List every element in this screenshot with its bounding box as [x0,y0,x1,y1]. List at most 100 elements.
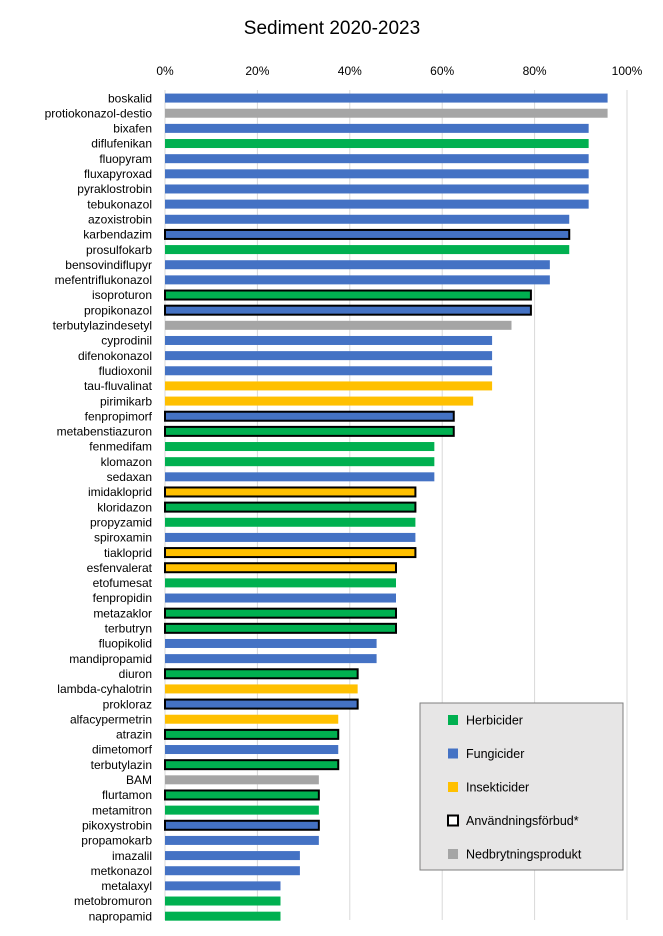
category-label: kloridazon [97,500,152,514]
category-label: bixafen [113,122,152,136]
category-label: metamitron [92,803,152,817]
bar-protiokonazol-destio [165,108,608,118]
bar-imazalil [165,851,300,861]
bar-fluopikolid [165,638,377,648]
bar-metkonazol [165,866,300,876]
category-label: metazaklor [93,606,152,620]
category-label: fenmedifam [89,440,152,454]
legend-swatch-fung [448,748,458,759]
category-label: fenpropimorf [85,409,153,423]
bar-diuron [164,668,359,680]
category-label: alfacypermetrin [70,712,152,726]
x-tick-label: 40% [338,64,362,78]
legend-label-deg: Nedbrytningsprodukt [466,848,582,862]
bar-klomazon [165,457,435,467]
x-tick-label: 100% [612,64,643,78]
category-label: mandipropamid [69,652,152,666]
bar-atrazin [164,728,340,740]
category-label: isoproturon [92,288,152,302]
bars [164,93,608,921]
category-label: imazalil [112,849,152,863]
bar-cyprodinil [165,335,493,345]
bar-difenokonazol [165,351,493,361]
category-label: pirimikarb [100,394,152,408]
category-label: diuron [119,667,152,681]
category-label: tebukonazol [87,197,152,211]
bar-imidakloprid [164,486,417,498]
bar-metamitron [165,805,319,815]
bar-propikonazol [164,304,532,316]
bar-metobromuron [165,896,281,906]
bar-metalaxyl [165,881,281,891]
category-label: terbutylazindesetyl [53,319,152,333]
x-tick-label: 60% [430,64,454,78]
bar-prokloraz [164,698,359,710]
bar-terbutylazindesetyl [165,320,512,330]
bar-bam [165,775,319,785]
category-label: tiakloprid [104,546,152,560]
category-label: metalaxyl [101,879,152,893]
category-label: propamokarb [81,834,152,848]
bar-lambda-cyhalotrin [165,684,358,694]
category-label: klomazon [101,455,152,469]
category-label: tau-fluvalinat [84,379,153,393]
category-label: difenokonazol [78,349,152,363]
bar-pyraklostrobin [165,184,589,194]
x-tick-label: 80% [523,64,547,78]
bar-fludioxonil [165,366,493,376]
category-label: mefentriflukonazol [55,273,152,287]
bar-tebukonazol [165,199,589,209]
category-label: lambda-cyhalotrin [57,682,152,696]
category-label: napropamid [89,909,152,923]
bar-propyzamid [165,517,416,527]
category-label: fludioxonil [99,364,152,378]
category-label: pyraklostrobin [77,182,152,196]
category-label: terbutylazin [91,758,152,772]
category-label: spiroxamin [94,531,152,545]
category-label: pikoxystrobin [82,818,152,832]
bar-prosulfokarb [165,245,570,255]
bar-pirimikarb [165,396,474,406]
bar-dimetomorf [165,745,339,755]
bar-etofumesat [165,578,396,588]
x-tick-label: 0% [156,64,174,78]
bar-mandipropamid [165,654,377,664]
category-label: boskalid [108,91,152,105]
x-axis-tick-labels: 0% 20% 40% 60% 80% 100% [156,64,642,78]
bar-tau-fluvalinat [165,381,493,391]
bar-diflufenikan [165,139,589,149]
category-label: terbutryn [105,622,152,636]
bar-flurtamon [164,789,320,801]
category-label: prosulfokarb [86,243,152,257]
bar-terbutryn [164,622,397,634]
bar-fenpropidin [165,593,396,603]
category-label: metobromuron [74,894,152,908]
bar-fluopyram [165,154,589,164]
bar-bixafen [165,123,589,133]
category-label: esfenvalerat [87,561,153,575]
bar-sedaxan [165,472,435,482]
category-label: sedaxan [107,470,152,484]
category-label: BAM [126,773,152,787]
legend-label-fung: Fungicider [466,747,524,761]
legend: Herbicider Fungicider Insekticider Användni… [419,702,624,871]
bar-spiroxamin [165,532,416,542]
category-label: fluopyram [99,152,152,166]
bar-terbutylazin [164,759,340,771]
category-label: protiokonazol-destio [45,106,153,120]
bar-metabenstiazuron [164,425,455,437]
category-label: propikonazol [84,303,152,317]
category-label: atrazin [116,728,152,742]
bar-pikoxystrobin [164,819,320,831]
bar-bensovindiflupyr [165,260,550,270]
category-label: cyprodinil [101,334,152,348]
chart-title: Sediment 2020-2023 [244,18,420,39]
bar-azoxistrobin [165,214,570,224]
category-label: diflufenikan [91,137,152,151]
category-label: bensovindiflupyr [65,258,152,272]
bar-napropamid [165,911,281,921]
category-label: etofumesat [93,576,153,590]
x-tick-label: 20% [245,64,269,78]
